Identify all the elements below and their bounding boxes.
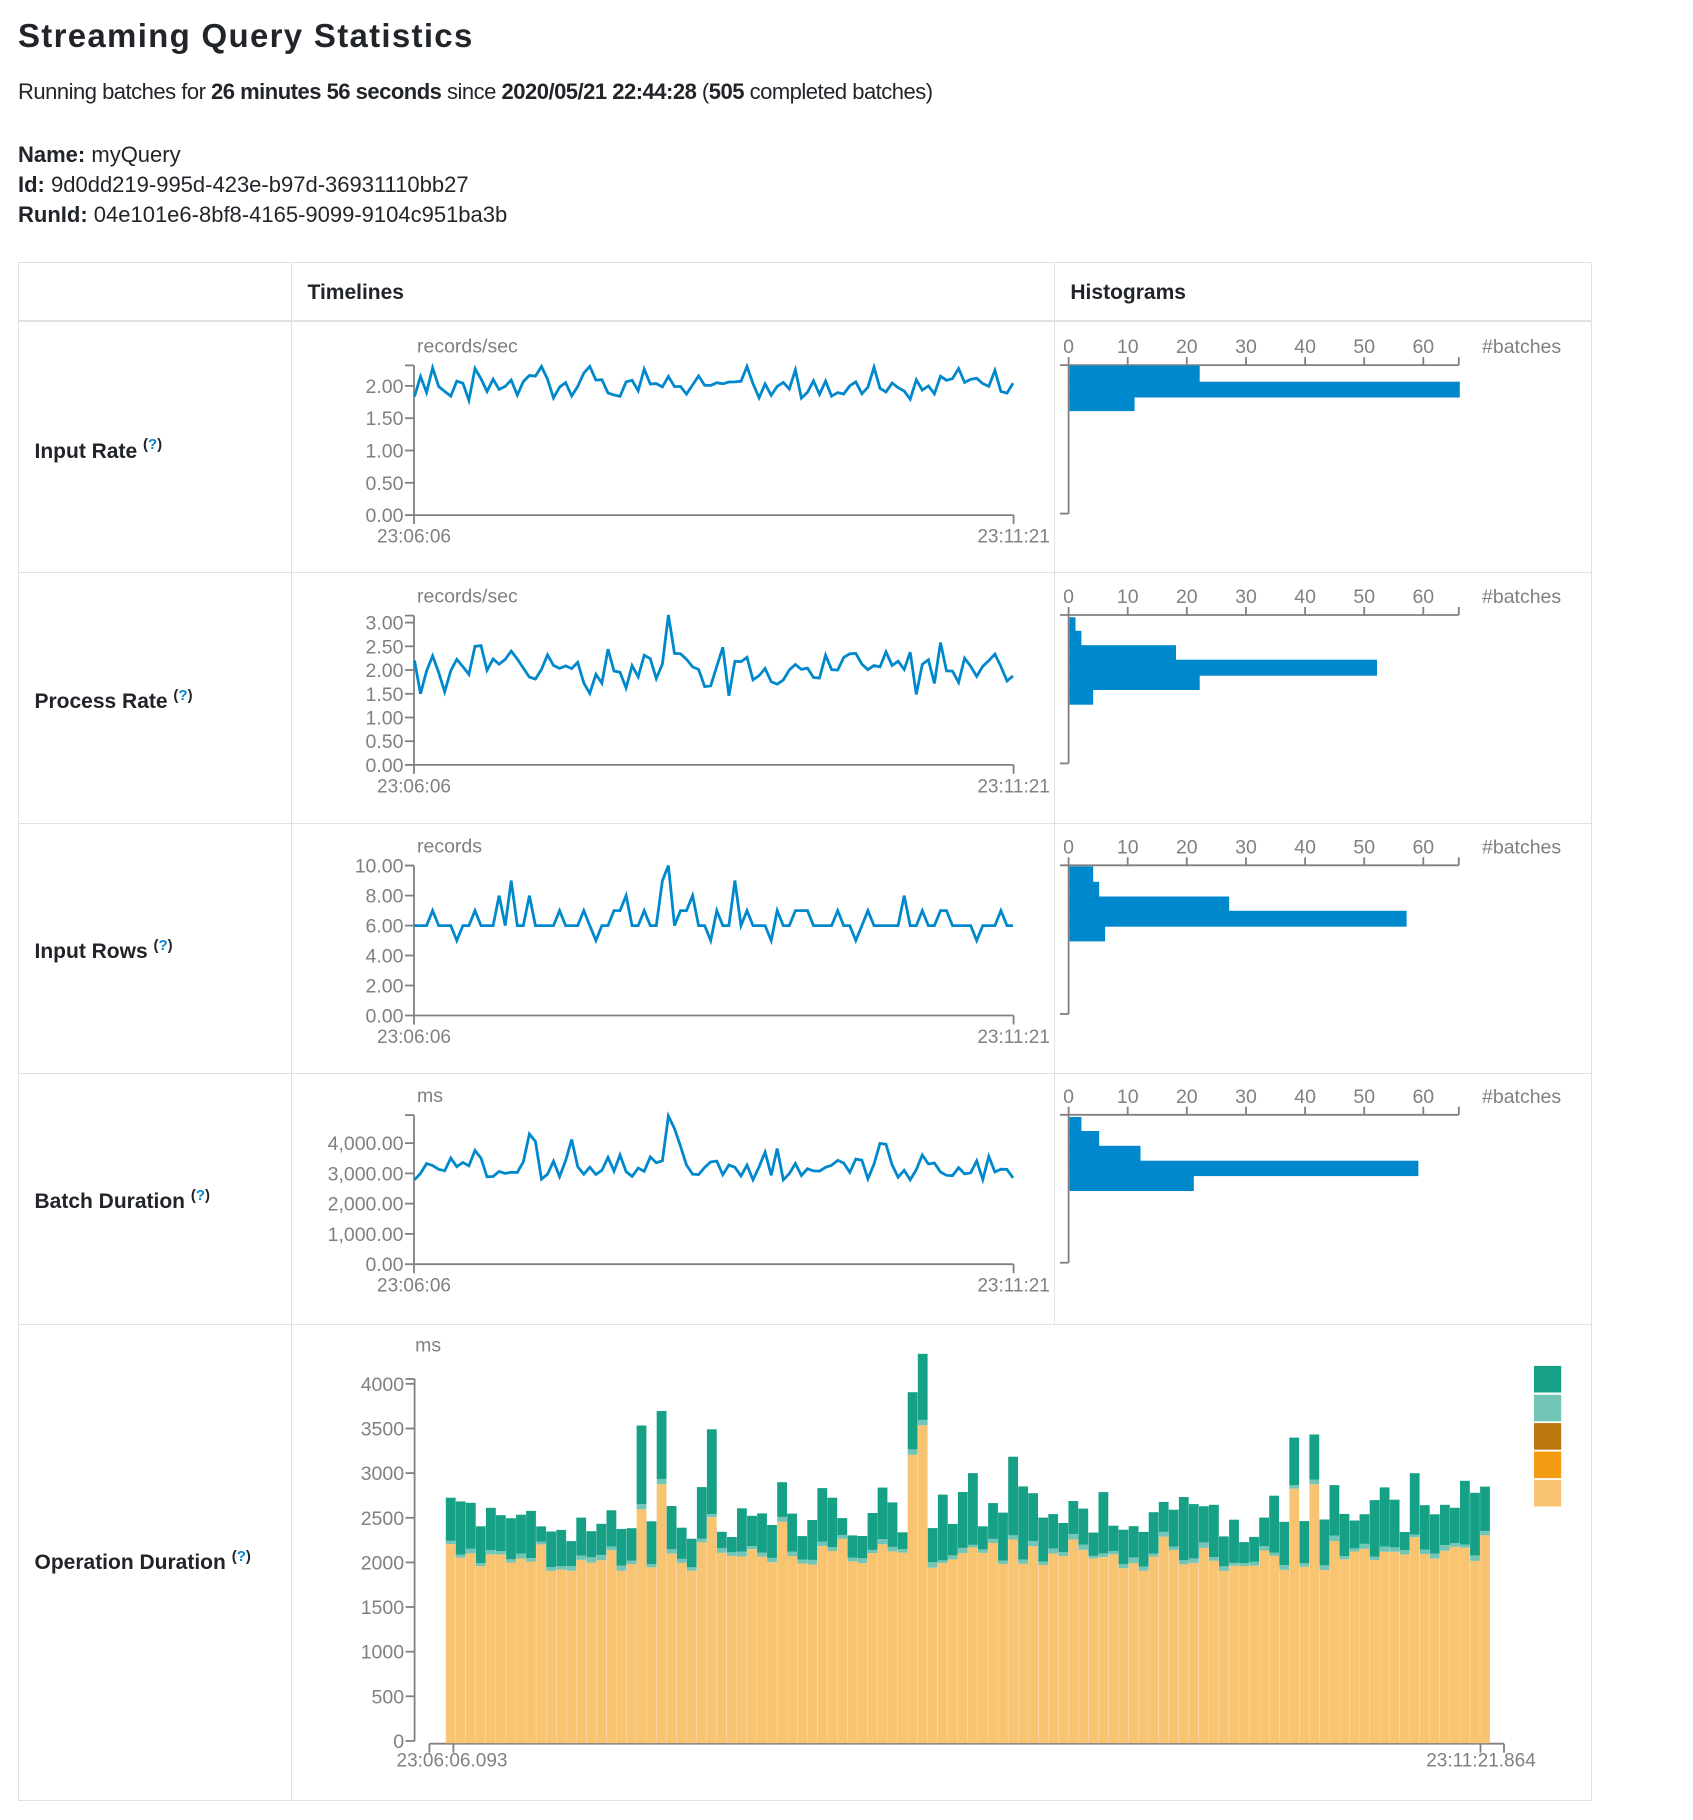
svg-text:2.00: 2.00 xyxy=(366,660,404,682)
svg-text:0: 0 xyxy=(1063,336,1074,358)
svg-text:0.00: 0.00 xyxy=(366,1006,404,1028)
svg-text:10: 10 xyxy=(1117,586,1139,608)
svg-text:4.00: 4.00 xyxy=(366,946,404,968)
svg-text:60: 60 xyxy=(1412,586,1434,608)
svg-text:20: 20 xyxy=(1176,336,1198,358)
svg-text:500: 500 xyxy=(372,1686,405,1708)
svg-text:1,000.00: 1,000.00 xyxy=(328,1224,404,1246)
svg-text:23:11:21: 23:11:21 xyxy=(977,776,1050,797)
svg-text:records: records xyxy=(417,836,482,858)
svg-text:8.00: 8.00 xyxy=(366,886,404,908)
svg-text:10.00: 10.00 xyxy=(355,856,404,878)
svg-text:20: 20 xyxy=(1176,586,1198,608)
svg-text:0.50: 0.50 xyxy=(366,731,404,753)
svg-text:60: 60 xyxy=(1412,836,1434,858)
svg-text:#batches: #batches xyxy=(1482,586,1561,608)
svg-text:30: 30 xyxy=(1235,836,1257,858)
svg-text:50: 50 xyxy=(1353,836,1375,858)
svg-text:0: 0 xyxy=(1063,1086,1074,1108)
svg-text:40: 40 xyxy=(1294,1086,1316,1108)
svg-text:1500: 1500 xyxy=(361,1597,405,1619)
svg-text:1.50: 1.50 xyxy=(366,684,404,706)
svg-text:0.00: 0.00 xyxy=(366,755,404,777)
svg-text:0.00: 0.00 xyxy=(366,505,404,527)
svg-text:3500: 3500 xyxy=(361,1419,405,1441)
svg-text:23:11:21: 23:11:21 xyxy=(977,1027,1050,1048)
svg-text:30: 30 xyxy=(1235,1086,1257,1108)
svg-text:23:06:06: 23:06:06 xyxy=(377,527,451,548)
svg-text:4000: 4000 xyxy=(361,1374,405,1396)
svg-text:#batches: #batches xyxy=(1482,336,1561,358)
svg-text:records/sec: records/sec xyxy=(417,335,518,357)
svg-text:23:06:06.093: 23:06:06.093 xyxy=(397,1751,508,1772)
svg-text:4,000.00: 4,000.00 xyxy=(328,1133,404,1155)
svg-text:10: 10 xyxy=(1117,336,1139,358)
svg-text:0.50: 0.50 xyxy=(366,473,404,495)
svg-text:23:11:21: 23:11:21 xyxy=(977,527,1050,548)
svg-text:1.00: 1.00 xyxy=(366,708,404,730)
svg-text:30: 30 xyxy=(1235,586,1257,608)
svg-text:2500: 2500 xyxy=(361,1508,405,1530)
svg-text:40: 40 xyxy=(1294,836,1316,858)
svg-text:3000: 3000 xyxy=(361,1463,405,1485)
svg-text:1.50: 1.50 xyxy=(366,408,404,430)
svg-text:records/sec: records/sec xyxy=(417,586,518,608)
svg-text:2,000.00: 2,000.00 xyxy=(328,1194,404,1216)
svg-text:60: 60 xyxy=(1412,1086,1434,1108)
svg-text:50: 50 xyxy=(1353,336,1375,358)
svg-text:0.00: 0.00 xyxy=(366,1254,404,1276)
svg-text:50: 50 xyxy=(1353,586,1375,608)
svg-text:3.00: 3.00 xyxy=(366,613,404,635)
svg-text:20: 20 xyxy=(1176,836,1198,858)
svg-text:ms: ms xyxy=(417,1085,443,1107)
svg-text:23:06:06: 23:06:06 xyxy=(377,776,451,797)
svg-text:40: 40 xyxy=(1294,336,1316,358)
svg-text:#batches: #batches xyxy=(1482,836,1561,858)
svg-text:10: 10 xyxy=(1117,836,1139,858)
svg-text:2.00: 2.00 xyxy=(366,976,404,998)
svg-text:0: 0 xyxy=(1063,836,1074,858)
svg-text:23:11:21.864: 23:11:21.864 xyxy=(1426,1751,1536,1772)
svg-text:#batches: #batches xyxy=(1482,1086,1561,1108)
svg-text:2.00: 2.00 xyxy=(366,376,404,398)
svg-text:2.50: 2.50 xyxy=(366,636,404,658)
svg-text:23:06:06: 23:06:06 xyxy=(377,1027,451,1048)
svg-text:6.00: 6.00 xyxy=(366,916,404,938)
svg-text:60: 60 xyxy=(1412,336,1434,358)
svg-text:20: 20 xyxy=(1176,1086,1198,1108)
svg-text:0: 0 xyxy=(1063,586,1074,608)
svg-text:3,000.00: 3,000.00 xyxy=(328,1163,404,1185)
svg-text:23:06:06: 23:06:06 xyxy=(377,1276,451,1297)
svg-text:2000: 2000 xyxy=(361,1552,405,1574)
svg-text:1.00: 1.00 xyxy=(366,441,404,463)
svg-text:40: 40 xyxy=(1294,586,1316,608)
svg-text:10: 10 xyxy=(1117,1086,1139,1108)
svg-text:50: 50 xyxy=(1353,1086,1375,1108)
svg-text:1000: 1000 xyxy=(361,1642,405,1664)
svg-text:ms: ms xyxy=(415,1335,441,1357)
svg-text:0: 0 xyxy=(393,1731,404,1753)
svg-text:23:11:21: 23:11:21 xyxy=(977,1276,1050,1297)
svg-text:30: 30 xyxy=(1235,336,1257,358)
